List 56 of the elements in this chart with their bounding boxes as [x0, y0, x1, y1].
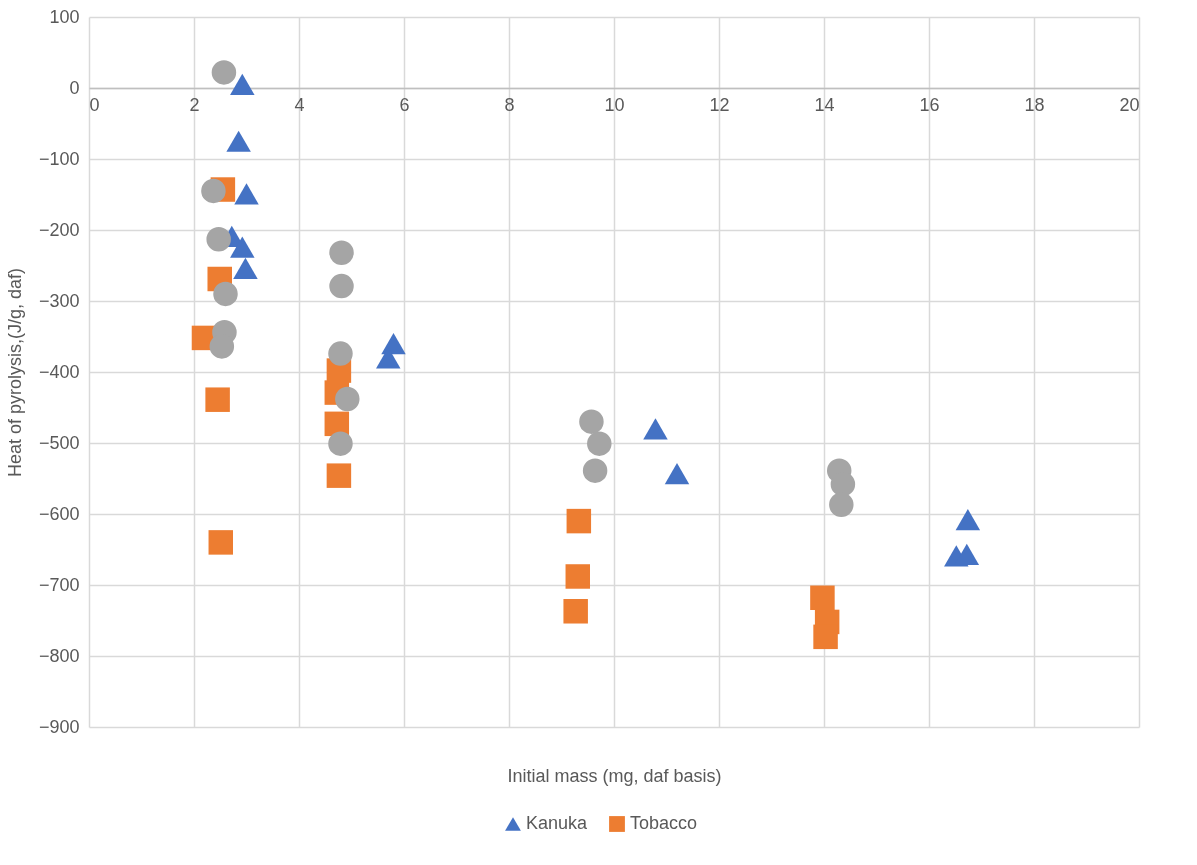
x-tick-label: 4	[294, 94, 305, 115]
legend-label: Kanuka	[526, 813, 589, 833]
y-tick-label: 0	[69, 77, 80, 98]
point	[566, 508, 592, 534]
y-tick-label: −500	[38, 432, 80, 453]
y-tick-label: −100	[38, 148, 80, 169]
y-axis-title: Heat of pyrolysis,(J/g, daf)	[4, 267, 25, 478]
y-tick-label: 100	[49, 6, 80, 27]
point	[643, 418, 668, 440]
x-axis-title: Initial mass (mg, daf basis)	[507, 765, 722, 786]
point	[565, 564, 591, 589]
point	[810, 585, 835, 611]
y-tick-label: −900	[38, 716, 80, 737]
x-tick-label: 8	[504, 94, 515, 115]
point	[328, 431, 353, 456]
x-tick-label: 14	[814, 94, 835, 115]
point	[213, 281, 238, 307]
x-tick-label: 16	[919, 94, 940, 115]
point	[955, 509, 981, 531]
point	[326, 463, 352, 488]
x-tick-label: 20	[1119, 94, 1140, 115]
point	[230, 73, 255, 96]
point	[226, 130, 251, 152]
y-tick-label: −700	[38, 574, 80, 595]
point	[664, 462, 690, 485]
point	[579, 409, 604, 434]
y-tick-label: −200	[38, 219, 80, 240]
y-tick-label: −400	[38, 361, 80, 382]
x-tick-label: 18	[1024, 94, 1045, 115]
point	[205, 387, 230, 412]
y-tick-label: −300	[38, 290, 80, 311]
point	[206, 227, 231, 252]
point	[209, 334, 235, 359]
point	[233, 257, 258, 279]
point	[329, 273, 354, 299]
point	[211, 60, 237, 85]
point	[335, 386, 360, 412]
point	[201, 178, 226, 204]
point	[208, 530, 234, 555]
point	[329, 240, 354, 265]
point	[813, 624, 838, 650]
x-tick-label: 12	[709, 94, 730, 115]
x-tick-label: 2	[189, 94, 200, 115]
legend-label: Tobacco	[630, 813, 698, 833]
point	[582, 458, 608, 483]
point	[234, 183, 259, 205]
point	[829, 492, 854, 517]
y-tick-label: −800	[38, 645, 80, 666]
x-tick-label: 6	[399, 94, 410, 115]
point	[230, 236, 255, 258]
y-tick-label: −600	[38, 503, 80, 524]
point	[328, 341, 353, 366]
point	[563, 599, 588, 624]
point	[587, 431, 612, 456]
x-tick-label: 0	[89, 94, 100, 115]
x-tick-label: 10	[604, 94, 625, 115]
